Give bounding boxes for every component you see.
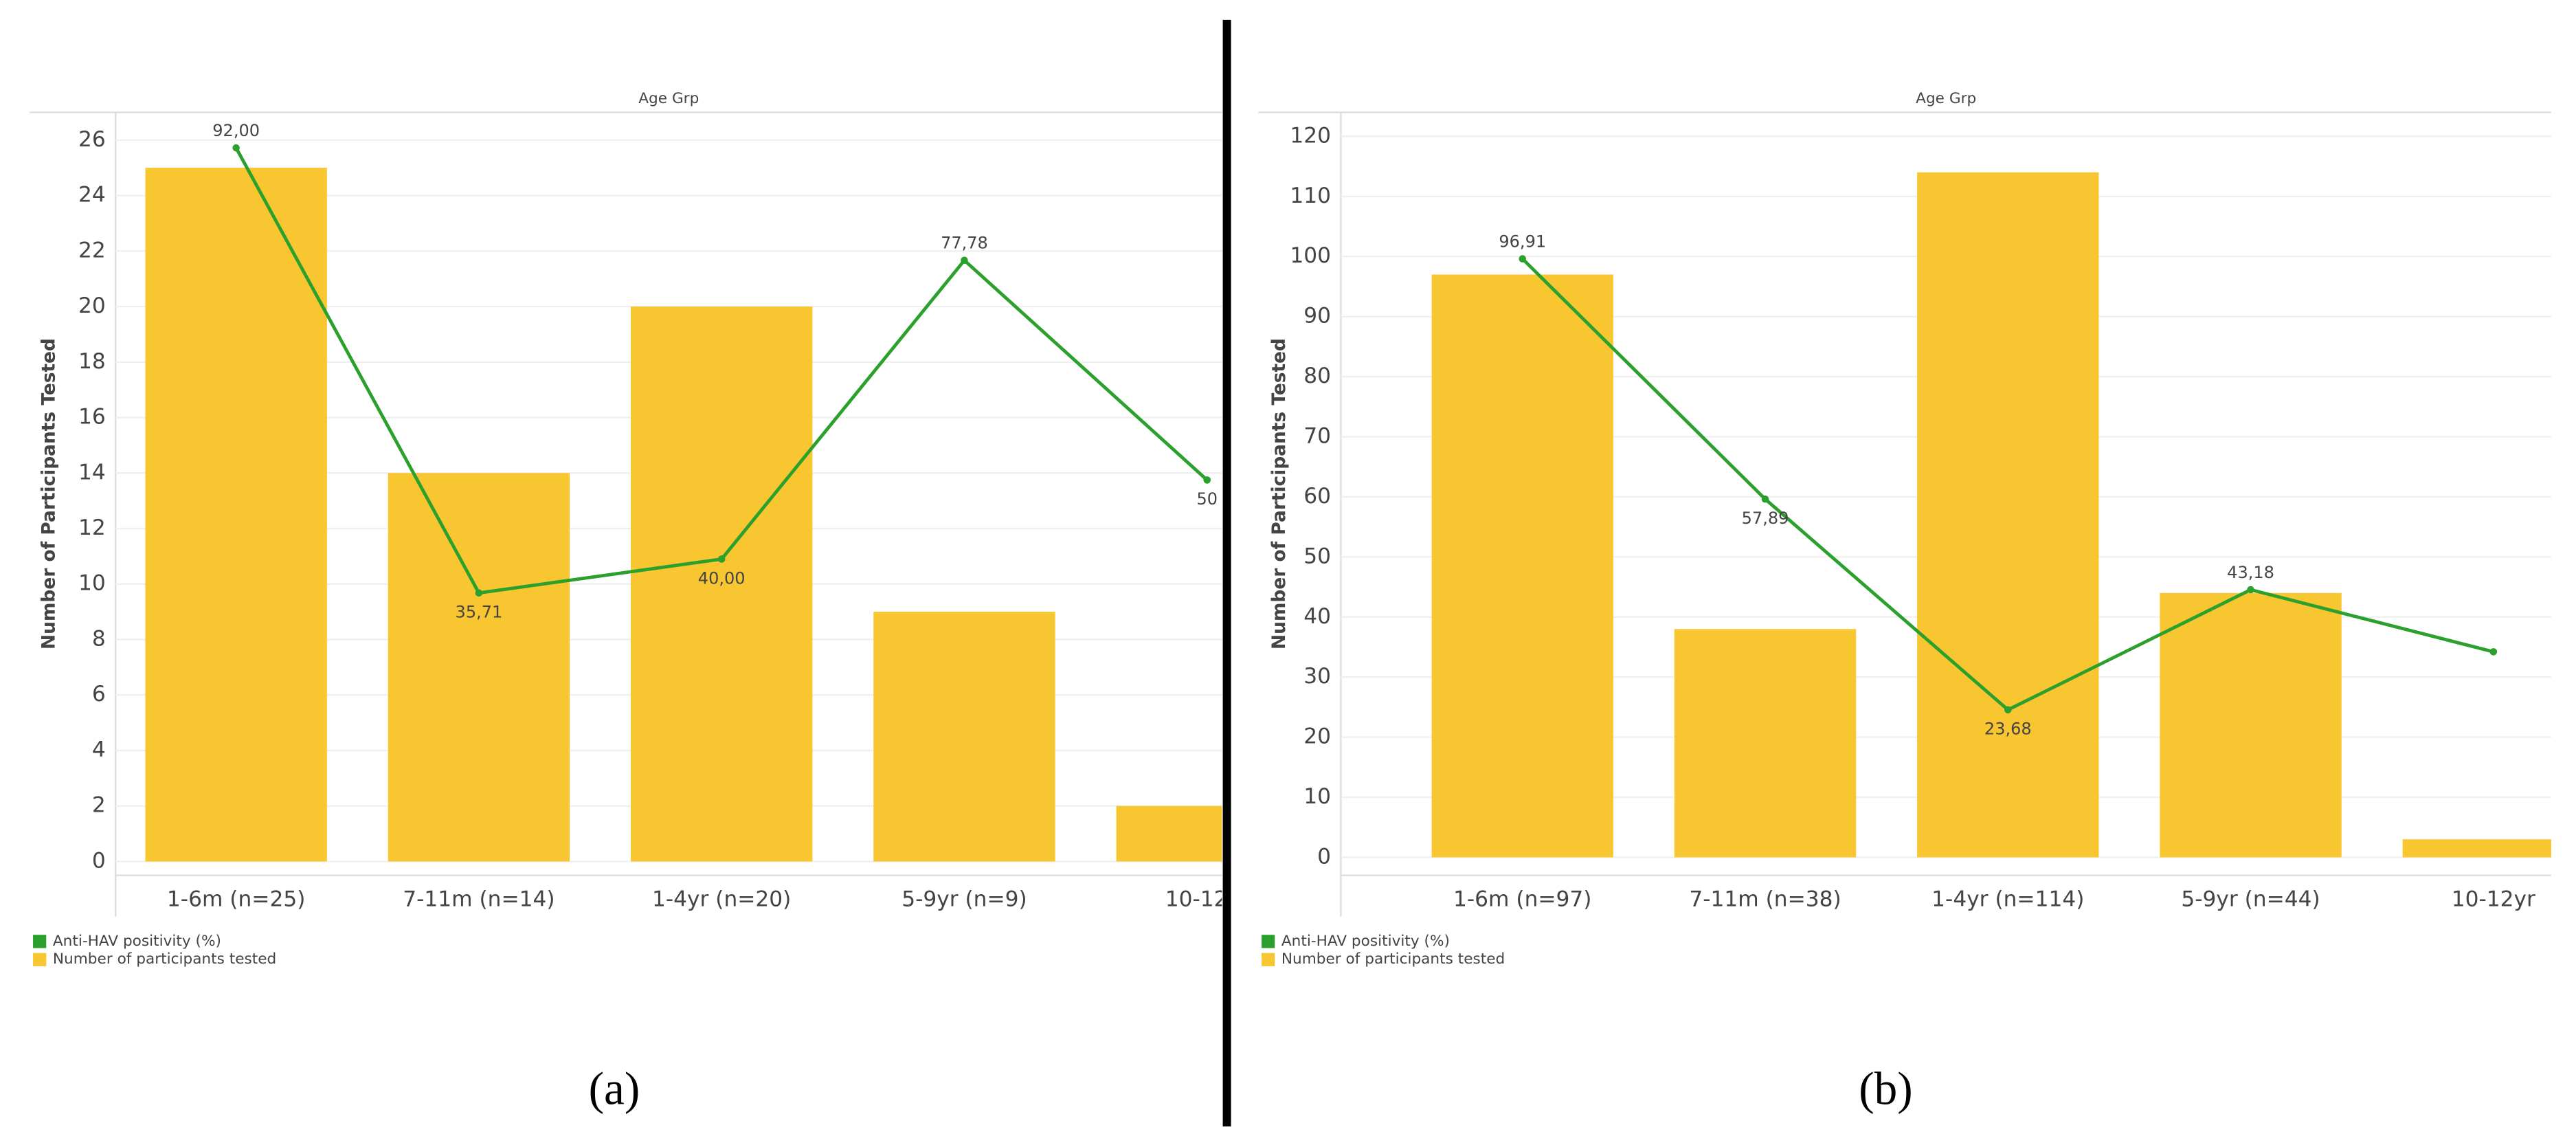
header: Age Grp xyxy=(638,90,699,107)
legend-swatch xyxy=(33,935,47,948)
data-label: 50 xyxy=(1196,489,1218,509)
y-tick-label: 30 xyxy=(1303,664,1331,689)
y-tick-label: 90 xyxy=(1303,304,1331,329)
x-tick-label: 1-6m (n=97) xyxy=(1453,887,1591,912)
y-tick-label: 26 xyxy=(78,127,106,152)
bar xyxy=(1674,629,1857,858)
data-label: 43,18 xyxy=(2227,563,2274,582)
line-point xyxy=(2247,586,2254,594)
y-tick-label: 110 xyxy=(1290,184,1331,208)
caption: (a) xyxy=(589,1063,640,1114)
y-tick-label: 120 xyxy=(1290,123,1331,148)
line-point xyxy=(2489,648,2498,656)
legend-label: Anti-HAV positivity (%) xyxy=(1281,933,1450,950)
y-tick-label: 24 xyxy=(78,183,106,208)
y-tick-label: 12 xyxy=(78,515,106,540)
legend-label: Number of participants tested xyxy=(53,950,276,968)
bar xyxy=(1431,274,1613,858)
chart: Age Grp Number of Participants Tested 0 10 2… xyxy=(1258,90,2551,1114)
y-tick-label: 80 xyxy=(1303,364,1331,388)
line-point xyxy=(961,256,968,265)
y-tick-label: 16 xyxy=(78,405,106,430)
plot: 1-6m (n=97) 7-11m (n=38) 1-4yr (n=114) 5-9y… xyxy=(1431,172,2551,912)
line-point xyxy=(1203,476,1211,484)
line-point xyxy=(1519,255,1527,263)
data-label: 96,91 xyxy=(1499,232,1546,252)
data-label: 40,00 xyxy=(698,568,746,588)
bar xyxy=(2160,592,2342,858)
y-axis-label: Number of Participants Tested xyxy=(1268,338,1290,649)
bar xyxy=(2402,839,2551,858)
x-tick-label: 1-6m (n=25) xyxy=(167,887,305,912)
y-tick-label: 18 xyxy=(78,349,106,374)
x-tick-label: 7-11m (n=38) xyxy=(1689,887,1841,912)
x-tick-label: 10-12yr xyxy=(1165,887,1249,912)
legend-label: Number of participants tested xyxy=(1281,950,1505,968)
y-tick-label: 22 xyxy=(78,238,106,263)
bar xyxy=(873,612,1055,862)
y-tick-label: 70 xyxy=(1303,423,1331,448)
y-tick-label: 10 xyxy=(78,571,106,596)
x-tick-label: 10-12yr xyxy=(2452,887,2535,912)
header: Age Grp xyxy=(1916,90,1976,107)
y-axis-label: Number of Participants Tested xyxy=(38,338,60,649)
y-tick-label: 20 xyxy=(1303,724,1331,749)
x-tick-label: 5-9yr (n=9) xyxy=(901,887,1027,912)
x-tick-label: 5-9yr (n=44) xyxy=(2181,887,2320,912)
y-tick-label: 4 xyxy=(92,737,106,762)
data-label: 57,89 xyxy=(1742,509,1789,528)
data-label: 23,68 xyxy=(1984,720,2032,739)
line-point xyxy=(1761,495,1769,503)
data-label: 35,71 xyxy=(456,603,503,622)
caption: (b) xyxy=(1859,1063,1912,1114)
y-tick-label: 6 xyxy=(92,682,106,707)
y-tick-label: 0 xyxy=(1317,844,1331,869)
legend-swatch xyxy=(1262,935,1275,948)
bar xyxy=(1116,805,1222,862)
bar xyxy=(145,168,327,862)
y-tick-label: 8 xyxy=(92,626,106,651)
y-tick-label: 100 xyxy=(1290,243,1331,268)
line-point xyxy=(2004,706,2012,714)
bar xyxy=(631,307,813,862)
y-tick-label: 60 xyxy=(1303,484,1331,509)
y-tick-label: 40 xyxy=(1303,604,1331,629)
line-point xyxy=(717,555,726,563)
x-tick-label: 7-11m (n=14) xyxy=(403,887,555,912)
bar xyxy=(1917,172,2099,858)
bar xyxy=(388,473,570,862)
y-tick-label: 2 xyxy=(92,793,106,818)
legend-label: Anti-HAV positivity (%) xyxy=(53,933,221,950)
y-tick-label: 50 xyxy=(1303,544,1331,568)
data-label: 92,00 xyxy=(212,121,260,140)
data-label: 77,78 xyxy=(941,234,988,253)
legend-swatch xyxy=(1262,953,1275,966)
y-tick-label: 14 xyxy=(78,460,106,485)
line-point xyxy=(475,589,483,597)
line-point xyxy=(232,144,240,152)
y-tick-label: 20 xyxy=(78,293,106,318)
y-tick-label: 10 xyxy=(1303,784,1331,809)
x-tick-label: 1-4yr (n=114) xyxy=(1931,887,2084,912)
plot: 1-6m (n=25) 7-11m (n=14) 1-4yr (n=20) 5-9yr… xyxy=(145,121,1249,912)
y-tick-label: 0 xyxy=(92,848,106,873)
legend-swatch xyxy=(33,953,47,966)
x-tick-label: 1-4yr (n=20) xyxy=(652,887,791,912)
